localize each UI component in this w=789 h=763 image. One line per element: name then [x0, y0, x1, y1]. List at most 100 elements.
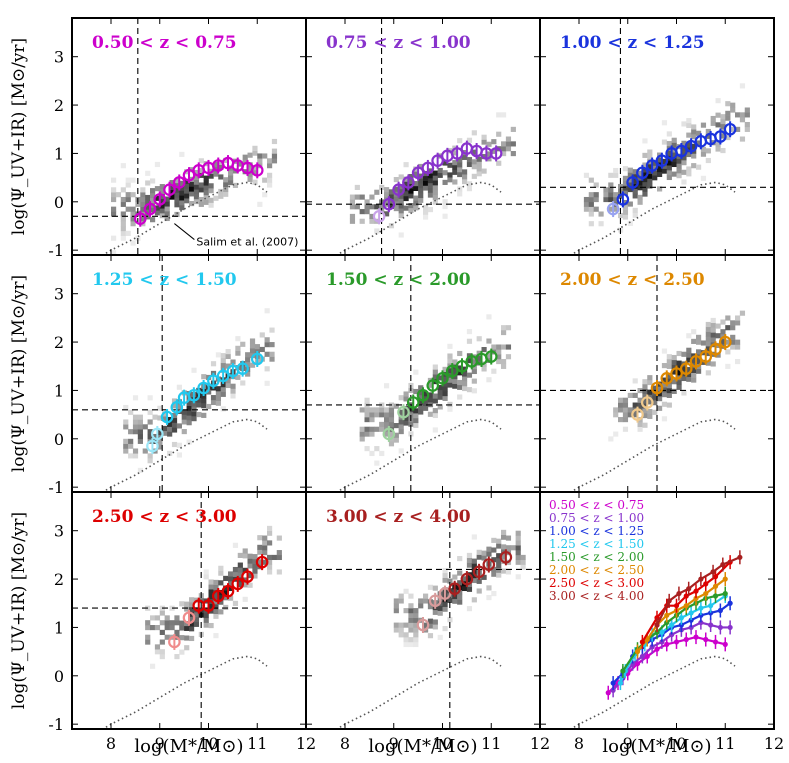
- data-point: [714, 128, 727, 145]
- data-point: [202, 597, 215, 614]
- x-tick-label: 10: [198, 734, 218, 753]
- x-tick-label: 12: [764, 734, 784, 753]
- x-tick-label: 11: [247, 734, 267, 753]
- data-point: [207, 372, 220, 389]
- y-tick-label: 0: [54, 193, 64, 212]
- data-point: [153, 191, 167, 208]
- data-point: [645, 157, 659, 174]
- y-tick-label: 3: [54, 285, 64, 304]
- data-point: [428, 592, 442, 609]
- y-tick-label: -1: [48, 241, 64, 260]
- salim-curve: [101, 181, 268, 255]
- data-point: [426, 377, 440, 394]
- panel-frame: [305, 254, 541, 493]
- data-point: [170, 399, 184, 416]
- data-point: [160, 409, 174, 426]
- data-point: [445, 363, 459, 380]
- y-tick-label: 0: [54, 667, 64, 686]
- data-point: [241, 568, 254, 585]
- panel-2: 0.75 < z < 1.00: [305, 17, 541, 256]
- salim-curve: [569, 655, 736, 729]
- y-tick-label: -1: [48, 478, 64, 497]
- data-point: [382, 196, 396, 213]
- panel-title: 0.50 < z < 0.75: [92, 33, 237, 53]
- data-point: [448, 580, 461, 597]
- x-tick-label: 9: [155, 734, 165, 753]
- summary-panel: 8 9 10 11 120.50 < z < 0.750.75 < z < 1.001.…: [539, 491, 784, 753]
- panel-3: 1.00 < z < 1.25: [539, 17, 775, 256]
- panel-frame: [71, 17, 307, 256]
- data-point: [250, 162, 264, 179]
- data-point: [499, 549, 513, 566]
- summary-series-line: [636, 578, 726, 653]
- legend-entry: 0.50 < z < 0.75: [549, 498, 644, 512]
- data-point: [143, 201, 157, 218]
- salim-curve: [335, 181, 502, 255]
- y-tick-label: 2: [54, 570, 64, 589]
- data-point: [626, 174, 639, 191]
- data-point: [406, 394, 420, 411]
- panel-5: 1.50 < z < 2.00: [305, 254, 541, 493]
- data-point: [636, 164, 649, 181]
- data-point: [606, 201, 620, 218]
- density-histogram: [583, 83, 750, 233]
- data-point: [255, 554, 269, 571]
- data-point: [236, 360, 249, 377]
- panel-title: 1.00 < z < 1.25: [560, 33, 705, 53]
- data-point: [670, 365, 683, 382]
- data-point: [723, 121, 737, 138]
- y-tick-label: 1: [54, 618, 64, 637]
- data-point: [197, 380, 210, 397]
- panel-8: 8 9 10 11 12 3.00 < z < 4.00: [305, 491, 550, 753]
- panel-title: 0.75 < z < 1.00: [326, 33, 471, 53]
- x-tick-label: 8: [340, 734, 350, 753]
- data-point: [482, 556, 496, 573]
- panel-frame: [305, 491, 541, 730]
- x-tick-label: 11: [481, 734, 501, 753]
- salim-curve: [335, 655, 502, 729]
- salim-curve: [101, 655, 268, 729]
- data-point: [438, 585, 452, 602]
- data-point: [151, 425, 164, 442]
- data-point: [660, 370, 674, 387]
- data-point: [187, 387, 201, 404]
- data-point: [221, 583, 235, 600]
- salim-annotation-arrow: [174, 223, 195, 240]
- data-point: [450, 145, 464, 162]
- data-point: [163, 181, 176, 198]
- salim-curve: [101, 418, 268, 492]
- data-point: [718, 334, 732, 351]
- legend-entry: 0.75 < z < 1.00: [549, 511, 644, 525]
- y-tick-label: 3: [54, 522, 64, 541]
- x-tick-label: 8: [106, 734, 116, 753]
- data-point: [402, 174, 415, 191]
- x-tick-label: 9: [389, 734, 399, 753]
- data-point: [436, 370, 449, 387]
- data-point: [484, 348, 498, 365]
- data-point: [421, 159, 435, 176]
- legend-entry: 1.00 < z < 1.25: [549, 524, 644, 538]
- panel-title: 1.50 < z < 2.00: [326, 270, 471, 290]
- panel-frame: [539, 491, 775, 730]
- x-axis-label-col-1: log(M*/M⊙): [134, 736, 243, 757]
- panel-title: 3.00 < z < 4.00: [326, 507, 471, 527]
- x-tick-label: 10: [432, 734, 452, 753]
- data-point: [172, 174, 186, 191]
- panel-frame: [71, 254, 307, 493]
- data-point: [679, 360, 693, 377]
- data-point: [392, 181, 405, 198]
- y-tick-label: 2: [54, 96, 64, 115]
- data-point: [411, 164, 425, 181]
- legend-entry: 1.25 < z < 1.50: [549, 537, 644, 551]
- data-point: [616, 191, 630, 208]
- salim-curve: [569, 418, 736, 492]
- panel-4: -1 0 1 2 3 1.25 < z < 1.50: [48, 254, 307, 497]
- data-point: [675, 143, 688, 160]
- y-tick-label: 3: [54, 48, 64, 67]
- legend-entry: 2.00 < z < 2.50: [549, 563, 644, 577]
- data-point: [640, 394, 654, 411]
- data-point: [146, 438, 159, 455]
- data-point: [182, 167, 196, 184]
- data-point: [182, 609, 196, 626]
